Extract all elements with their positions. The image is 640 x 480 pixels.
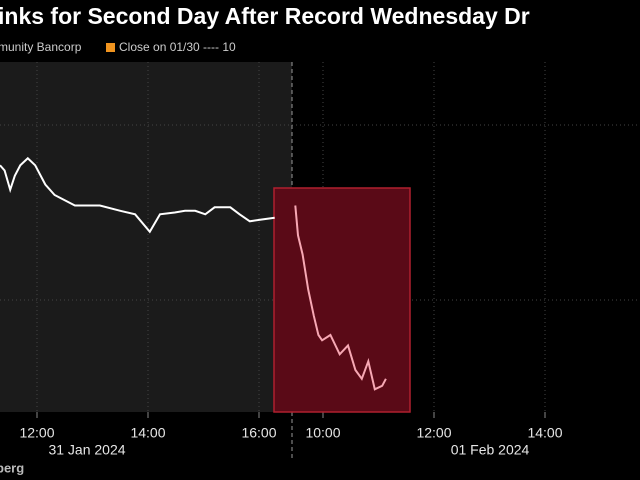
date-label: 31 Jan 2024 bbox=[48, 442, 125, 458]
highlight-box bbox=[273, 187, 411, 413]
x-tick-label: 12:00 bbox=[416, 425, 451, 441]
x-tick-label: 14:00 bbox=[527, 425, 562, 441]
x-tick-label: 14:00 bbox=[130, 425, 165, 441]
x-tick-label: 16:00 bbox=[241, 425, 276, 441]
x-tick-label: 12:00 bbox=[19, 425, 54, 441]
legend-swatch bbox=[106, 43, 115, 52]
date-label: 01 Feb 2024 bbox=[451, 442, 530, 458]
chart-title: inks for Second Day After Record Wednesd… bbox=[0, 3, 530, 29]
legend-label: munity Bancorp bbox=[0, 40, 82, 54]
price-line bbox=[294, 205, 387, 391]
previous-session-panel bbox=[0, 62, 292, 412]
x-tick-label: 10:00 bbox=[305, 425, 340, 441]
legend-label: Close on 01/30 ---- 10 bbox=[119, 40, 236, 54]
source: berg bbox=[0, 460, 24, 475]
price-line bbox=[0, 156, 275, 234]
